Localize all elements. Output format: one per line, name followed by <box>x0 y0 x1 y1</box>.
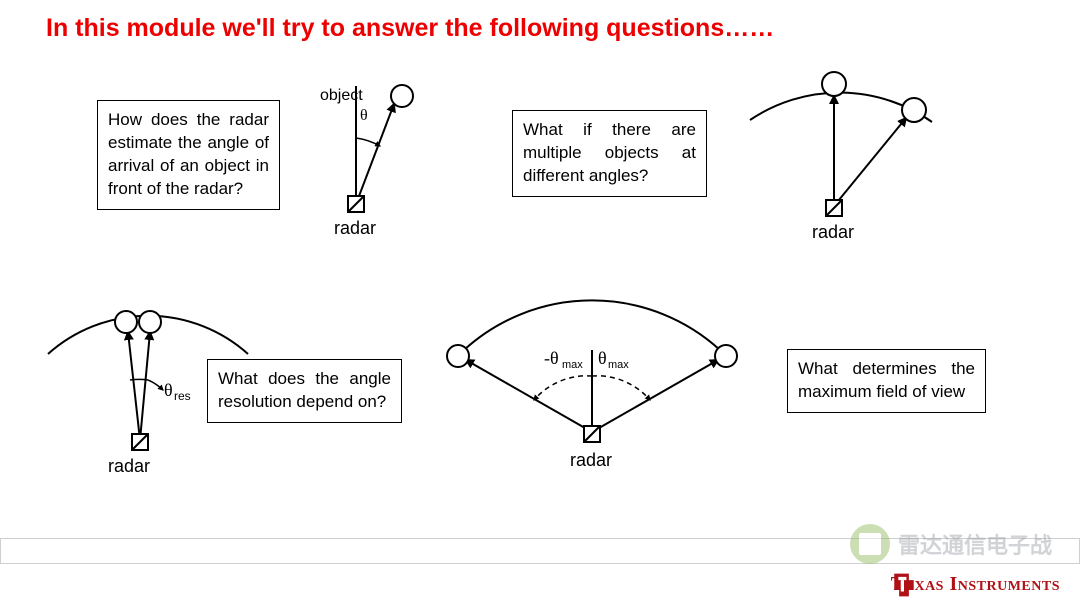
svg-text:max: max <box>562 359 583 371</box>
question-box-4: What determines the maximum field of vie… <box>787 349 986 413</box>
svg-text:radar: radar <box>812 222 854 242</box>
svg-text:object: object <box>320 87 363 104</box>
watermark-icon <box>850 524 890 564</box>
svg-text:θ: θ <box>360 107 368 124</box>
slide-title: In this module we'll try to answer the f… <box>46 14 774 43</box>
svg-text:radar: radar <box>570 450 612 470</box>
slide: In this module we'll try to answer the f… <box>0 0 1080 608</box>
svg-text:res: res <box>174 389 191 403</box>
question-box-2: What if there are multiple objects at di… <box>512 110 707 197</box>
question-box-3: What does the angle resolution depend on… <box>207 359 402 423</box>
ti-chip-icon <box>891 572 917 598</box>
question-box-1: How does the radar estimate the angle of… <box>97 100 280 210</box>
svg-text:-θ: -θ <box>544 348 559 368</box>
svg-text:θ: θ <box>164 380 173 400</box>
svg-text:radar: radar <box>334 218 376 238</box>
watermark-text: 雷达通信电子战 <box>898 528 1052 560</box>
svg-text:θ: θ <box>598 348 607 368</box>
diagram-field-of-view: -θmaxθmaxradar <box>448 320 748 490</box>
ti-logo: Texas Instruments <box>891 573 1060 596</box>
diagram-single-object: object θ radar <box>308 78 458 248</box>
svg-text:radar: radar <box>108 456 150 476</box>
svg-text:max: max <box>608 359 629 371</box>
watermark: 雷达通信电子战 <box>850 524 1052 564</box>
diagram-multiple-objects: radar <box>756 72 966 242</box>
